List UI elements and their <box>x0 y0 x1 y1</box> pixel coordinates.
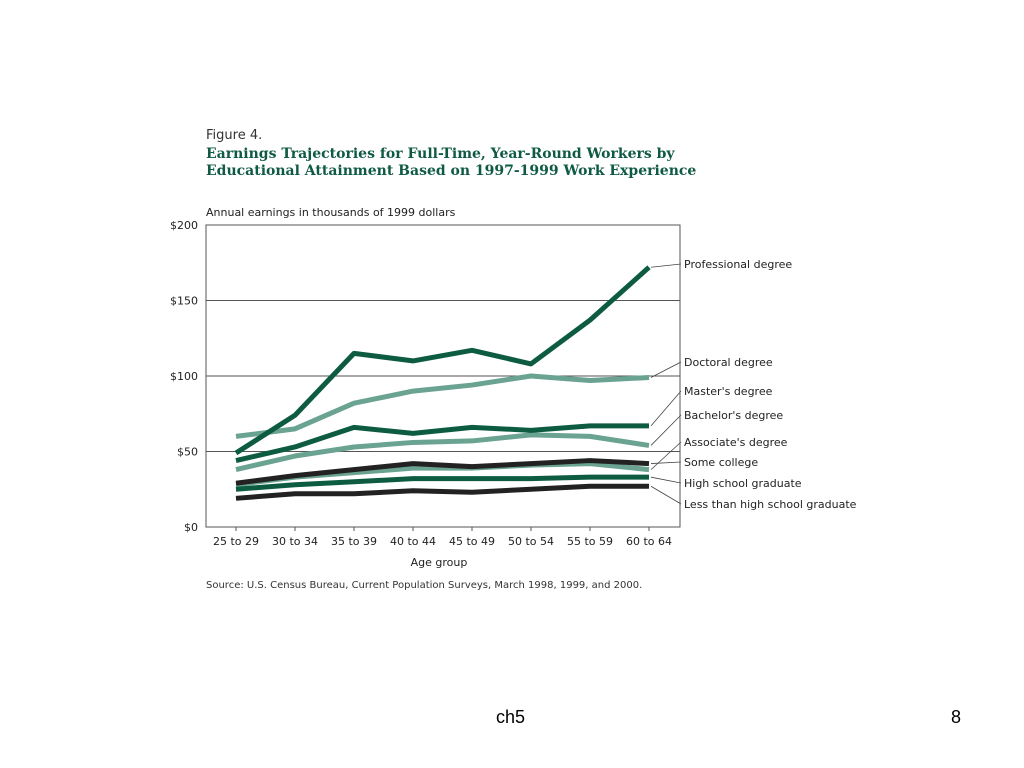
legend-leader-line <box>650 414 682 446</box>
legend-label: Bachelor's degree <box>684 409 783 422</box>
legend-label: High school graduate <box>684 477 802 490</box>
x-tick-label: 40 to 44 <box>390 535 436 548</box>
series-line <box>235 373 650 439</box>
legend-label: Some college <box>684 456 758 469</box>
legend-label: Associate's degree <box>684 436 788 449</box>
legend-label: Doctoral degree <box>684 356 773 369</box>
series-line <box>235 432 650 473</box>
y-tick-label: $150 <box>170 295 198 308</box>
x-tick-label: 50 to 54 <box>508 535 554 548</box>
x-tick-label: 30 to 34 <box>272 535 318 548</box>
series-line <box>234 265 651 456</box>
y-tick-label: $100 <box>170 370 198 383</box>
y-tick-label: $0 <box>184 521 198 534</box>
x-tick-label: 45 to 49 <box>449 535 495 548</box>
x-tick-label: 60 to 64 <box>626 535 672 548</box>
x-tick-label: 25 to 29 <box>213 535 259 548</box>
chart-subtitle: Annual earnings in thousands of 1999 dol… <box>206 206 456 219</box>
y-axis: $0 $50 $100 $150 $200 <box>170 219 198 534</box>
legend-leader-line <box>650 485 682 505</box>
source-note: Source: U.S. Census Bureau, Current Popu… <box>206 580 643 591</box>
series-line <box>235 458 650 486</box>
x-tick-label: 35 to 39 <box>331 535 377 548</box>
plot-frame <box>205 224 681 528</box>
legend-leader-line <box>650 263 682 268</box>
series-lines <box>234 265 651 501</box>
x-axis-label: Age group <box>411 556 468 569</box>
legend-label: Professional degree <box>684 258 792 271</box>
legend-label: Master's degree <box>684 385 773 398</box>
y-tick-label: $50 <box>177 446 198 459</box>
legend-label: Less than high school graduate <box>684 498 857 511</box>
x-axis: 25 to 29 30 to 34 35 to 39 40 to 44 45 to 49… <box>213 527 672 548</box>
figure-label: Figure 4. <box>206 128 263 143</box>
series-line <box>235 483 649 501</box>
legend-leader-line <box>650 390 682 427</box>
legend-leader-line <box>650 476 682 484</box>
legend-leaders <box>650 263 682 505</box>
legend: Professional degree Doctoral degree Master… <box>684 258 857 511</box>
legend-leader-line <box>650 361 682 378</box>
slide-page-number: 8 <box>951 707 962 727</box>
line-chart: Annual earnings in thousands of 1999 dol… <box>170 206 857 569</box>
series-line <box>235 474 649 492</box>
x-tick-label: 55 to 59 <box>567 535 613 548</box>
chart-title: Earnings Trajectories for Full-Time, Yea… <box>206 146 697 179</box>
legend-leader-line <box>650 441 682 470</box>
series-line <box>235 423 649 463</box>
y-tick-label: $200 <box>170 219 198 232</box>
legend-leader-line <box>650 461 682 464</box>
slide-footer-text: ch5 <box>496 707 526 727</box>
